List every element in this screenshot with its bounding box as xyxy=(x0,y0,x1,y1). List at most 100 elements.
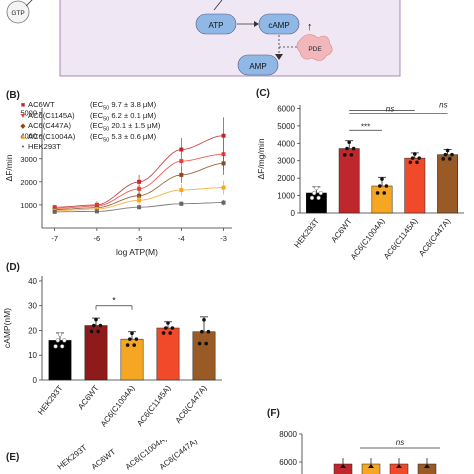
data-dot xyxy=(197,341,202,346)
category-label: AC6(C1145A) xyxy=(382,216,420,261)
data-dot xyxy=(128,337,132,341)
data-dot xyxy=(166,321,170,325)
data-point xyxy=(179,187,184,192)
legend-ec50: (EC50 9.7 ± 3.8 μM) xyxy=(90,100,157,112)
y-tick-label: 8000 xyxy=(279,430,297,439)
bar xyxy=(120,338,144,381)
bar xyxy=(192,331,216,381)
bar xyxy=(156,327,180,381)
data-dot xyxy=(375,191,380,195)
legend-ec50: (EC50 6.2 ± 0.1 μM) xyxy=(90,110,157,123)
to-amp-arrowhead xyxy=(275,54,283,60)
y-tick-label: 6000 xyxy=(279,458,297,467)
gtp-arrow xyxy=(25,0,33,7)
x-tick-label: -6 xyxy=(94,234,101,243)
panel-f-letter: (F) xyxy=(267,408,280,419)
camp-label: cAMP xyxy=(268,21,289,30)
bar xyxy=(437,154,459,214)
y-tick-label: 30 xyxy=(28,302,37,311)
y-tick-label: 4000 xyxy=(20,132,37,141)
gtp-label: GTP xyxy=(11,10,24,17)
top-arrow-2 xyxy=(213,0,223,11)
data-dot xyxy=(316,195,321,200)
data-dot xyxy=(98,323,103,328)
data-dot xyxy=(314,185,319,191)
bar xyxy=(48,340,72,381)
data-point xyxy=(179,159,184,164)
category-label: AC6(C1145A) xyxy=(135,383,173,428)
legend-ec50: (EC50 5.3 ± 0.6 μM) xyxy=(90,131,157,144)
data-dot xyxy=(132,343,136,347)
data-dot xyxy=(57,332,63,337)
y-axis-label: ΔF/mg/min xyxy=(256,138,266,179)
category-label: AC6(C447A) xyxy=(417,216,452,258)
y-tick-label: 1000 xyxy=(20,201,37,210)
legend-marker: ▼ xyxy=(19,112,27,120)
data-point xyxy=(179,172,184,177)
data-point xyxy=(137,186,142,191)
data-dot xyxy=(206,329,211,334)
category-label: AC6(C1004A) xyxy=(99,383,137,428)
x-tick-label: -3 xyxy=(220,234,227,243)
data-dot xyxy=(170,326,175,330)
legend-entry: ■ AC6WT (EC50 9.7 ± 3.8 μM) xyxy=(18,100,156,112)
data-dot xyxy=(309,195,315,200)
data-dot xyxy=(92,323,96,328)
legend-marker: ◆ xyxy=(20,123,26,130)
data-dot xyxy=(55,338,60,343)
ns-label: ns xyxy=(386,105,394,114)
amp-label: AMP xyxy=(249,62,266,71)
data-dot xyxy=(408,160,413,165)
data-dot xyxy=(382,191,386,195)
category-label: AC6WT xyxy=(329,217,353,245)
data-dot xyxy=(89,329,94,334)
data-dot xyxy=(62,338,67,343)
legend-name: AC6(C447A) xyxy=(28,121,72,130)
y-tick-label: 4000 xyxy=(277,139,295,148)
atp-pill xyxy=(195,13,237,35)
data-point xyxy=(221,133,226,138)
panel-b-chart: 1000 2000 3000 4000 5000 -7 -6 -5 -4 -3 log ATP(M)… xyxy=(4,108,232,257)
y-tick-label: 6000 xyxy=(277,104,295,113)
bar xyxy=(371,185,393,214)
amp-pill xyxy=(237,54,279,76)
x-tick-label: -4 xyxy=(178,234,185,243)
atp-label: ATP xyxy=(209,21,224,30)
data-dot xyxy=(164,326,168,330)
data-dot xyxy=(340,464,346,468)
data-dot xyxy=(96,329,100,334)
legend-ec50: (EC50 20.1 ± 1.5 μM) xyxy=(90,121,161,133)
data-dot xyxy=(202,318,206,322)
pathway-svg: GTP ATP cAMP ↑ PDE AMP xyxy=(6,0,401,77)
data-point xyxy=(221,161,226,166)
legend-entry: ▲ AC6(C1004A) (EC50 5.3 ± 0.6 μM) xyxy=(18,131,157,144)
data-dot xyxy=(343,153,347,157)
panel-c-letter: (C) xyxy=(256,88,270,99)
camp-pill xyxy=(258,13,300,35)
data-point xyxy=(137,198,142,203)
data-dot xyxy=(125,343,130,347)
category-label: AC6(C447A) xyxy=(174,383,209,425)
data-dot xyxy=(134,337,139,341)
y-axis-label: ΔF/min xyxy=(4,154,14,181)
data-dot xyxy=(415,160,419,165)
y-axis-label: cAMP(nM) xyxy=(2,308,12,348)
legend-name: AC6WT xyxy=(28,100,55,109)
y-tick-label: 20 xyxy=(28,326,37,335)
significance-star: * xyxy=(112,296,116,306)
legend-name: AC6(C1145A) xyxy=(28,110,75,120)
data-dot xyxy=(168,331,172,335)
legend-name: AC6(C1004A) xyxy=(28,131,76,141)
legend-marker: ▲ xyxy=(19,133,27,141)
data-point xyxy=(221,200,226,205)
data-dot xyxy=(347,140,351,145)
data-dot xyxy=(417,156,421,160)
data-dot xyxy=(351,146,356,151)
data-dot xyxy=(204,341,208,346)
data-dot xyxy=(345,146,349,151)
data-point xyxy=(94,207,99,212)
data-point xyxy=(179,201,184,206)
data-dot xyxy=(94,317,98,322)
y-tick-label: 3000 xyxy=(20,155,37,164)
